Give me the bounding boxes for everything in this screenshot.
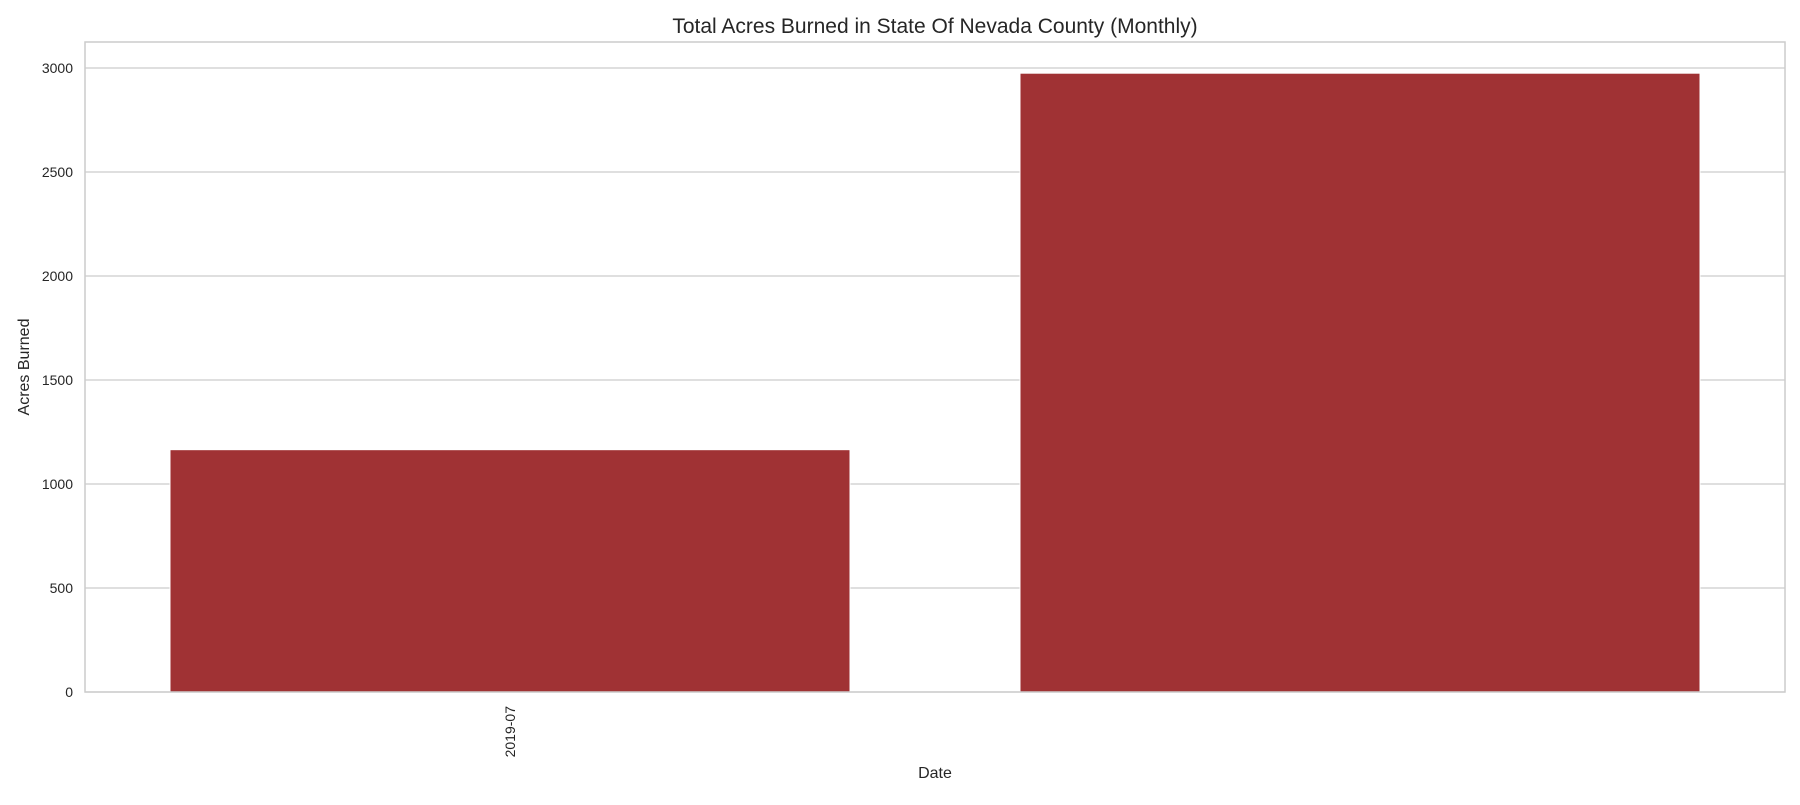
plot-frame — [84, 41, 1786, 693]
y-tick-label: 0 — [65, 684, 73, 700]
y-tick-label: 3000 — [42, 60, 73, 76]
y-tick-label: 2000 — [42, 268, 73, 284]
y-tick-label: 1500 — [42, 372, 73, 388]
x-tick-label: 2019-07 — [502, 706, 518, 758]
bar — [1019, 72, 1701, 693]
x-axis-ticks: 2019-07 — [502, 706, 518, 758]
bar — [169, 449, 851, 693]
y-tick-label: 2500 — [42, 164, 73, 180]
y-tick-label: 500 — [50, 580, 74, 596]
x-axis-label: Date — [918, 765, 952, 782]
chart-title: Total Acres Burned in State Of Nevada Co… — [672, 15, 1197, 38]
bars — [169, 72, 1701, 693]
y-axis-ticks: 0 500 1000 1500 2000 2500 3000 — [42, 60, 73, 700]
y-tick-label: 1000 — [42, 476, 73, 492]
y-axis-label: Acres Burned — [16, 319, 33, 416]
